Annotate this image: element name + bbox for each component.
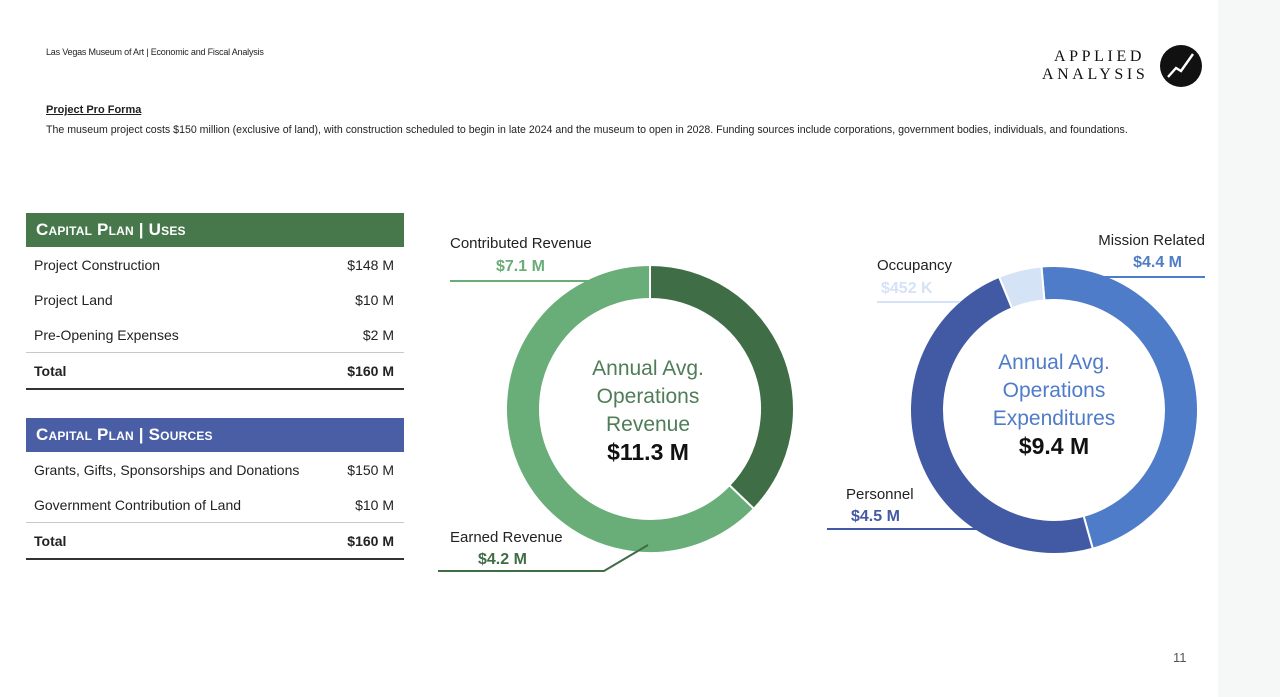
applied-analysis-logo: APPLIED ANALYSIS <box>1040 44 1210 90</box>
pro-forma-title: Project Pro Forma <box>46 104 142 116</box>
row-value: $10 M <box>355 496 394 513</box>
revenue-center-line-1: Annual Avg. <box>592 357 704 380</box>
capital-uses-header: Capital Plan | Uses <box>26 213 404 247</box>
expenditure-center-line-2: Operations <box>1003 379 1106 402</box>
contributed-revenue-label: Contributed Revenue <box>450 235 592 252</box>
total-label: Total <box>34 532 67 549</box>
expenditure-center-line-1: Annual Avg. <box>998 351 1110 374</box>
row-label: Project Land <box>34 291 113 308</box>
donut-slice-personnel <box>909 275 1095 555</box>
row-label: Government Contribution of Land <box>34 496 242 513</box>
donut-slice-mission-related <box>1040 265 1199 550</box>
donut-charts: Annual Avg. Operations Revenue $11.3 M C… <box>438 232 1205 572</box>
table-row: Grants, Gifts, Sponsorships and Donation… <box>26 452 404 487</box>
table-row: Project Land $10 M <box>26 282 404 317</box>
row-value: $2 M <box>362 326 394 343</box>
row-label: Pre-Opening Expenses <box>34 326 179 343</box>
logo-line-1: APPLIED <box>1054 48 1145 65</box>
pro-forma-description: The museum project costs $150 million (e… <box>46 124 1128 136</box>
capital-sources-table: Capital Plan | Sources Grants, Gifts, Sp… <box>26 418 404 560</box>
document-title: Las Vegas Museum of Art | Economic and F… <box>46 47 264 57</box>
capital-uses-table: Capital Plan | Uses Project Construction… <box>26 213 404 390</box>
row-value: $10 M <box>355 291 394 308</box>
slide-page: Las Vegas Museum of Art | Economic and F… <box>26 44 1210 665</box>
total-label: Total <box>34 362 67 379</box>
row-value: $150 M <box>347 461 394 478</box>
table-row: Pre-Opening Expenses $2 M <box>26 317 404 352</box>
personnel-label: Personnel <box>846 486 914 503</box>
revenue-donut: Annual Avg. Operations Revenue $11.3 M C… <box>438 235 795 572</box>
table-row: Project Construction $148 M <box>26 247 404 282</box>
expenditure-center-value: $9.4 M <box>1019 433 1089 459</box>
donut-slice-earned-revenue <box>649 263 795 511</box>
revenue-center-value: $11.3 M <box>607 439 689 465</box>
total-row: Total $160 M <box>26 522 404 560</box>
personnel-value: $4.5 M <box>851 508 900 525</box>
capital-sources-header: Capital Plan | Sources <box>26 418 404 452</box>
revenue-center-line-3: Revenue <box>606 413 690 436</box>
logo-chart-icon <box>1160 45 1202 87</box>
total-value: $160 M <box>347 362 394 379</box>
revenue-center-line-2: Operations <box>597 385 700 408</box>
row-label: Project Construction <box>34 256 161 273</box>
occupancy-value: $452 K <box>881 280 933 297</box>
row-label: Grants, Gifts, Sponsorships and Donation… <box>34 461 300 478</box>
table-row: Government Contribution of Land $10 M <box>26 487 404 522</box>
donut-slice-occupancy <box>997 265 1046 310</box>
page-number: 11 <box>1173 650 1187 665</box>
contributed-revenue-value: $7.1 M <box>496 258 545 275</box>
mission-related-value: $4.4 M <box>1133 254 1182 271</box>
total-row: Total $160 M <box>26 352 404 390</box>
logo-line-2: ANALYSIS <box>1042 66 1149 83</box>
expenditure-donut: Annual Avg. Operations Expenditures $9.4… <box>827 232 1205 555</box>
total-value: $160 M <box>347 532 394 549</box>
earned-revenue-label: Earned Revenue <box>450 529 563 546</box>
mission-related-label: Mission Related <box>1098 232 1205 249</box>
expenditure-center-line-3: Expenditures <box>993 407 1116 430</box>
occupancy-label: Occupancy <box>877 257 953 274</box>
donut-slice-contributed-revenue <box>505 263 756 554</box>
earned-revenue-value: $4.2 M <box>478 551 527 568</box>
row-value: $148 M <box>347 256 394 273</box>
earned-revenue-leader <box>438 544 649 572</box>
